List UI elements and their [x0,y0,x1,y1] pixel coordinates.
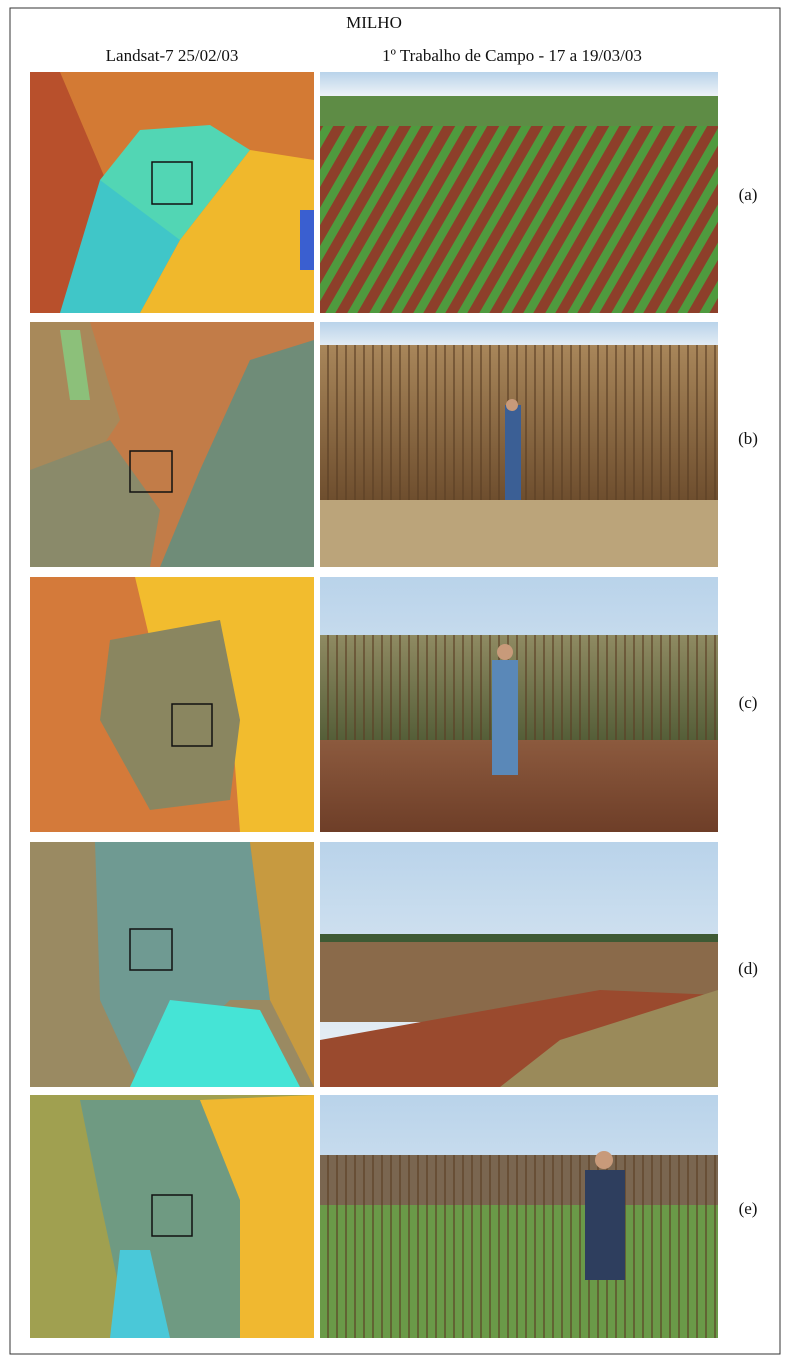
right-caption: 1º Trabalho de Campo - 17 a 19/03/03 [382,46,642,65]
row-label: (c) [739,693,758,712]
row-label: (e) [739,1199,758,1218]
satellite-image [30,577,314,832]
satellite-image [30,1095,314,1338]
satellite-image [30,72,314,313]
satellite-image [30,322,314,567]
field-photo [320,842,718,1087]
left-caption: Landsat-7 25/02/03 [106,46,239,65]
title: MILHO [346,13,402,32]
field-photo [320,72,718,313]
row-label: (a) [739,185,758,204]
row-label: (d) [738,959,758,978]
satellite-image [30,842,314,1087]
field-photo [320,322,718,567]
field-photo [320,577,718,832]
row-label: (b) [738,429,758,448]
field-photo [320,1095,718,1338]
figure: MILHO Landsat-7 25/02/03 1º Trabalho de … [0,0,788,1360]
